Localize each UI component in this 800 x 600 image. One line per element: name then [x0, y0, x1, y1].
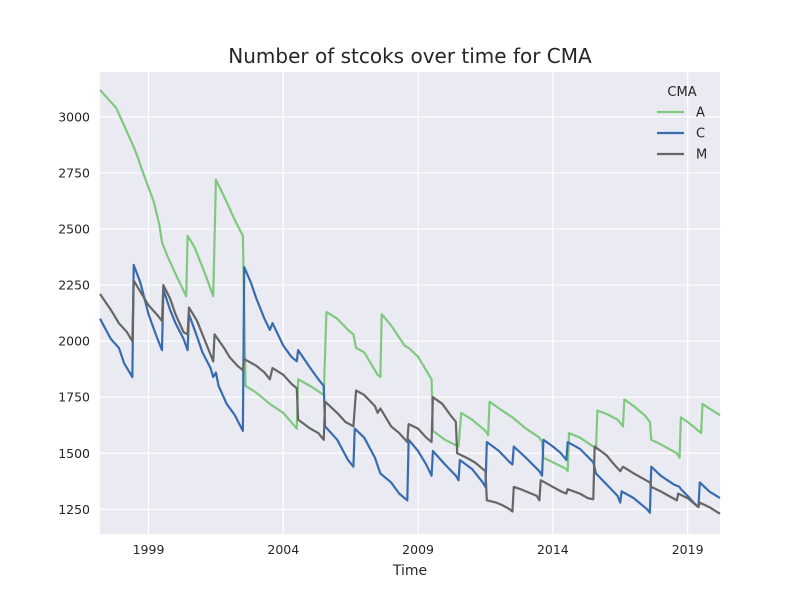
x-tick-label: 1999 [133, 542, 165, 557]
series-line-m [99, 279, 721, 515]
y-tick-label: 2500 [58, 221, 90, 236]
y-axis-ticks: 1250 1500 1750 2000 2250 2500 2750 3000 [58, 109, 90, 516]
legend-title: CMA [667, 85, 696, 100]
series-line-a [99, 89, 721, 473]
x-tick-label: 2009 [402, 542, 434, 557]
x-tick-label: 2019 [672, 542, 704, 557]
y-tick-label: 2750 [58, 165, 90, 180]
x-axis-ticks: 1999 2004 2009 2014 2019 [133, 542, 704, 557]
y-tick-label: 1250 [58, 502, 90, 517]
legend-label-m: M [696, 148, 707, 163]
series-layer [99, 89, 721, 515]
y-tick-label: 1500 [58, 446, 90, 461]
legend-label-c: C [696, 127, 705, 142]
plot-background [100, 72, 720, 534]
legend-label-a: A [696, 106, 705, 121]
x-tick-label: 2004 [267, 542, 299, 557]
x-axis-label: Time [392, 563, 427, 579]
x-tick-label: 2014 [537, 542, 569, 557]
chart-title: Number of stcoks over time for CMA [228, 44, 592, 68]
y-tick-label: 1750 [58, 390, 90, 405]
y-tick-label: 2250 [58, 278, 90, 293]
legend: CMA ACM [657, 85, 707, 163]
y-tick-label: 3000 [58, 109, 90, 124]
y-tick-label: 2000 [58, 334, 90, 349]
gridlines [100, 72, 720, 534]
